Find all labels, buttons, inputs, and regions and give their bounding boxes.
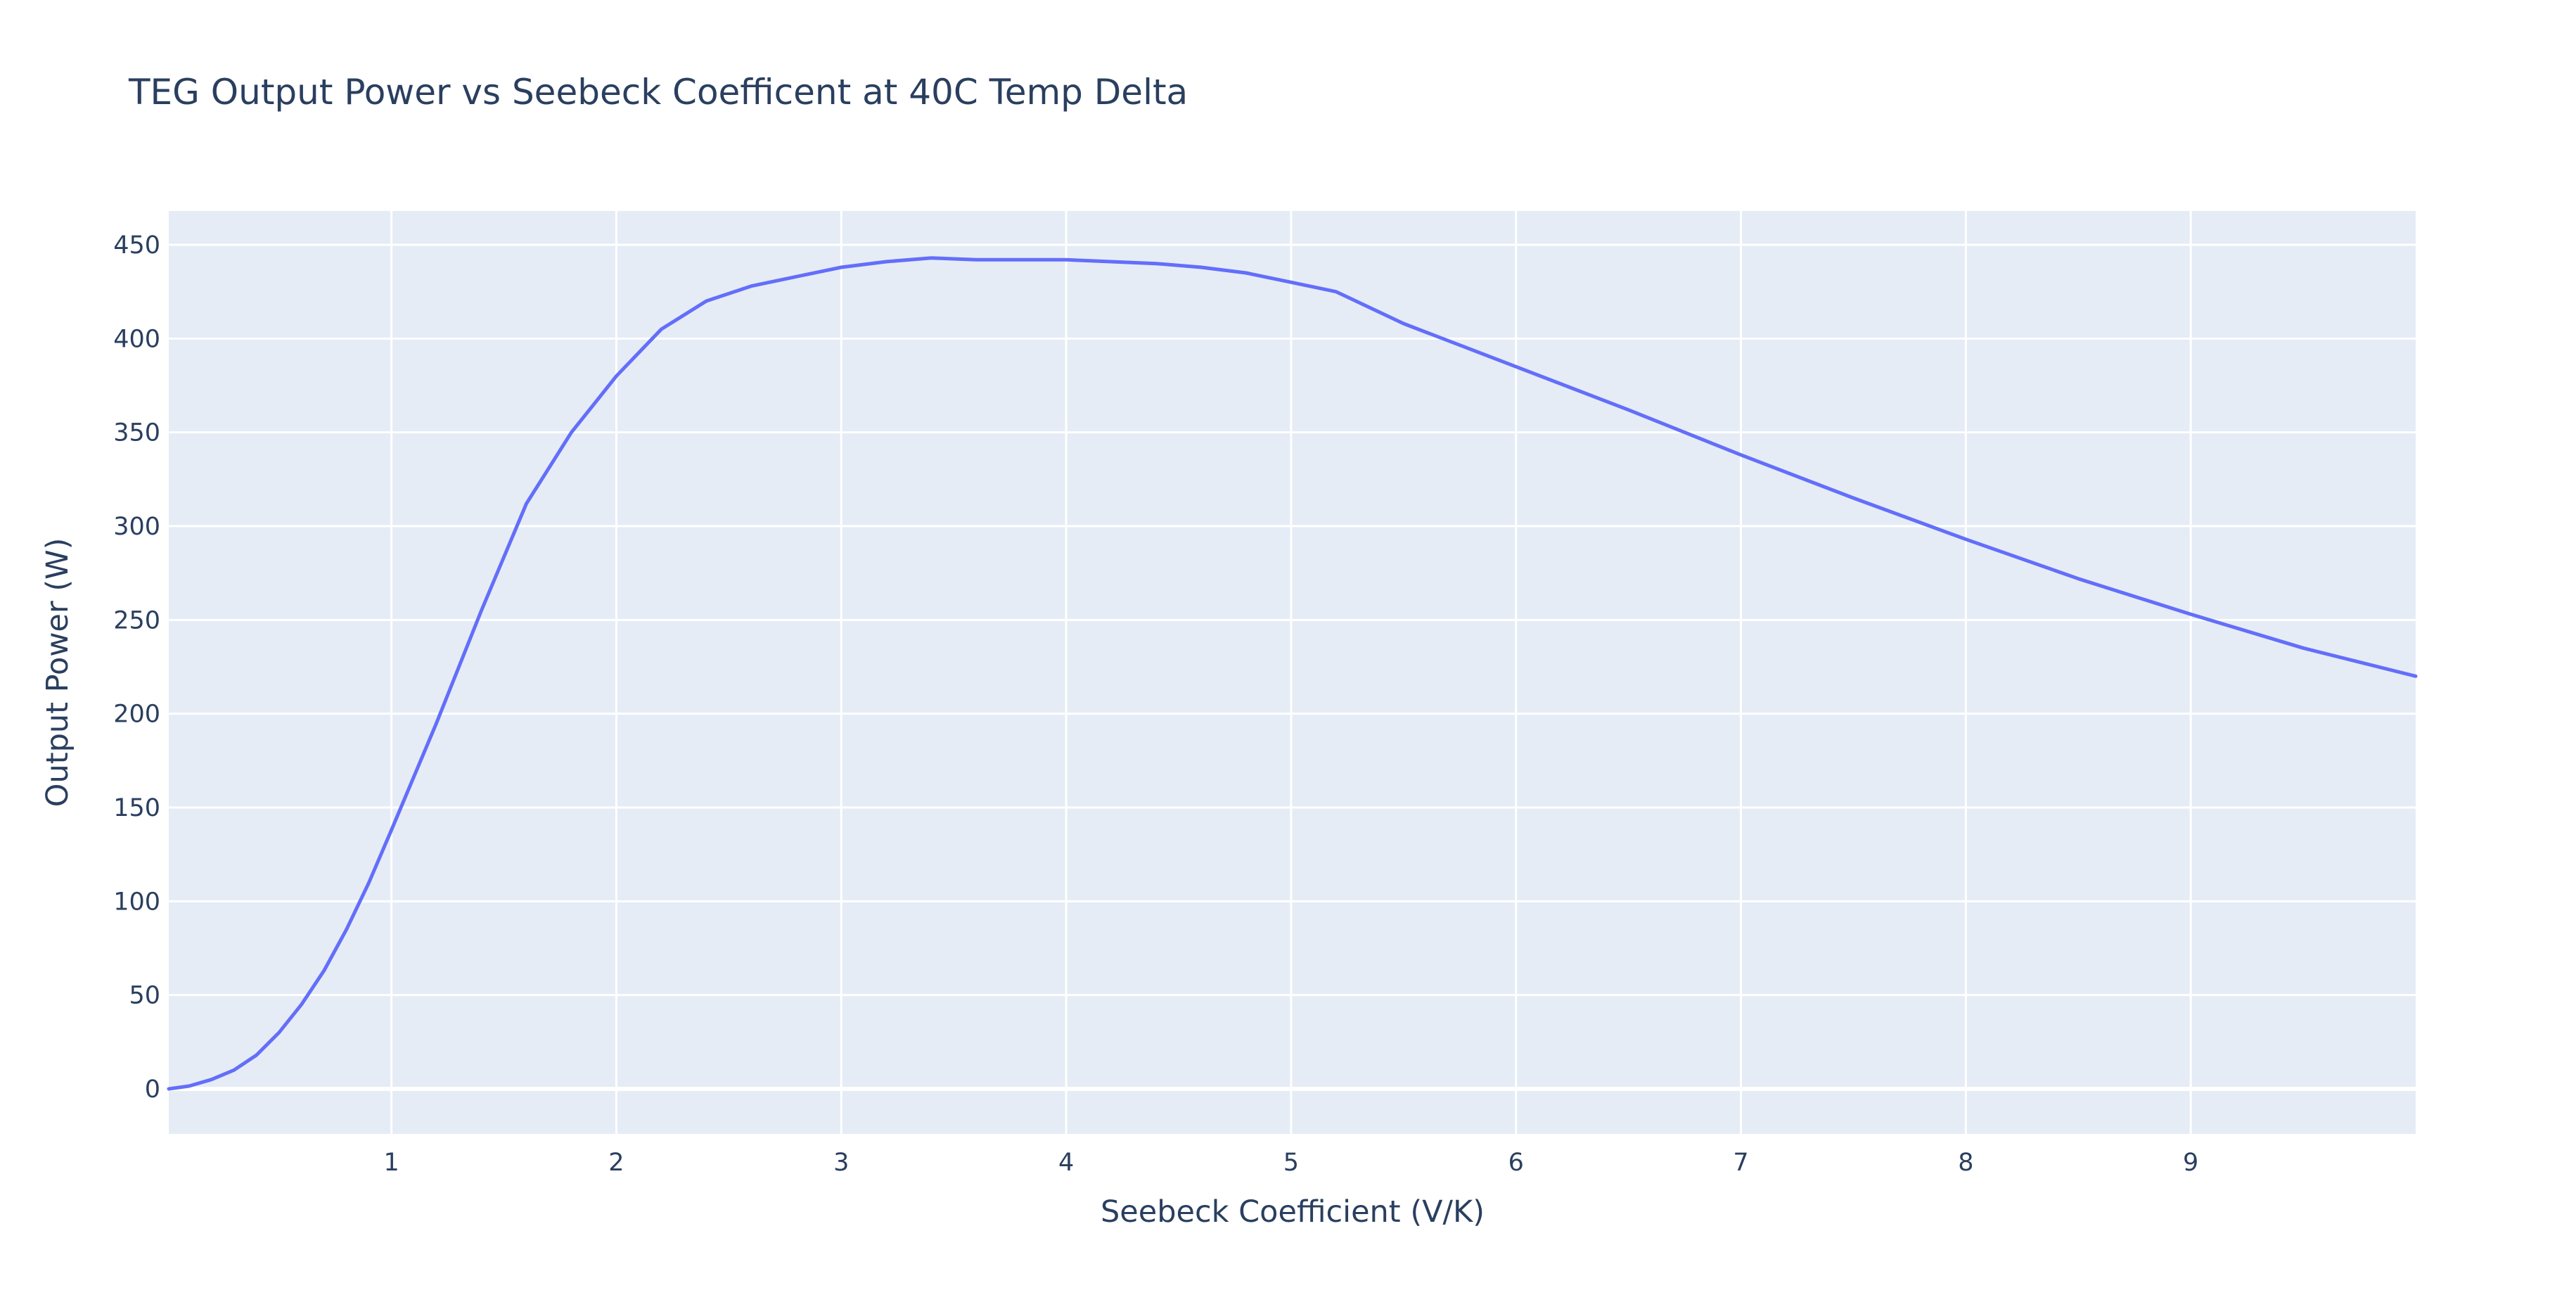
- x-tick-label: 5: [1283, 1149, 1299, 1177]
- x-tick-labels: 1 2 3 4 5 6 7 8 9: [383, 1149, 2198, 1177]
- y-tick-label: 250: [113, 606, 160, 634]
- y-gridlines: [169, 243, 2416, 997]
- y-tick-label: 200: [113, 701, 160, 729]
- y-tick-labels: 0 50 100 150 200 250 300 350 400 450: [113, 231, 160, 1104]
- series-line-0: [167, 256, 2418, 1091]
- x-tick-label: 3: [833, 1149, 849, 1177]
- x-tick-label: 6: [1508, 1149, 1524, 1177]
- x-tick-label: 8: [1958, 1149, 1973, 1177]
- y-tick-label: 100: [113, 888, 160, 916]
- plot-area: [169, 211, 2416, 1134]
- y-tick-label: 50: [129, 982, 160, 1010]
- x-tick-label: 4: [1058, 1149, 1074, 1177]
- y-tick-label: 300: [113, 513, 160, 541]
- y-tick-label: 350: [113, 419, 160, 447]
- y-tick-label: 450: [113, 231, 160, 260]
- y-tick-label: 150: [113, 794, 160, 822]
- x-axis-label: Seebeck Coefficient (V/K): [1101, 1194, 1485, 1230]
- x-tick-label: 1: [383, 1149, 399, 1177]
- x-tick-label: 2: [608, 1149, 624, 1177]
- x-tick-label: 9: [2183, 1149, 2198, 1177]
- x-tick-label: 7: [1733, 1149, 1748, 1177]
- y-axis-label: Output Power (W): [40, 538, 75, 808]
- chart-title: TEG Output Power vs Seebeck Coefficent a…: [128, 72, 1188, 113]
- series-group: [167, 256, 2418, 1091]
- y-tick-label: 0: [145, 1076, 160, 1104]
- y-tick-label: 400: [113, 325, 160, 353]
